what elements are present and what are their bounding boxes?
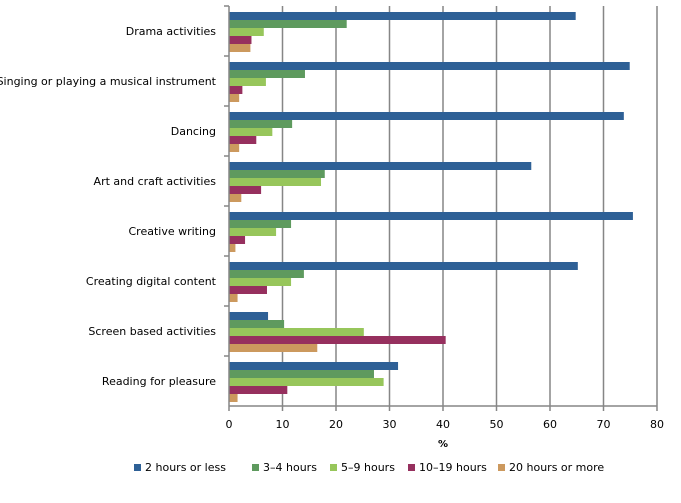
bar (229, 286, 267, 294)
bar (229, 370, 374, 378)
bar (229, 320, 285, 328)
category-label: Screen based activities (88, 325, 216, 338)
bar (229, 386, 288, 394)
bar (229, 78, 266, 86)
bar (229, 112, 624, 120)
bar (229, 178, 322, 186)
legend-swatch (498, 464, 505, 471)
bar (229, 12, 576, 20)
legend-label: 5–9 hours (341, 461, 395, 474)
legend-swatch (134, 464, 141, 471)
x-tick-labels: 0 10 20 30 40 50 60 70 80 (226, 418, 665, 431)
bar (229, 220, 292, 228)
x-tick-label: 50 (490, 418, 504, 431)
bar (229, 228, 277, 236)
bar (229, 28, 264, 36)
bar (229, 62, 630, 70)
bar (229, 20, 347, 28)
legend-label: 2 hours or less (145, 461, 226, 474)
legend-swatch (408, 464, 415, 471)
x-tick-label: 60 (543, 418, 557, 431)
x-tick-label: 40 (436, 418, 450, 431)
bar (229, 186, 262, 194)
bars (229, 12, 633, 402)
x-tick-label: 20 (329, 418, 343, 431)
bar (229, 294, 238, 302)
bar (229, 344, 318, 352)
category-labels: Drama activities Singing or playing a mus… (0, 25, 217, 388)
x-axis-label: % (438, 439, 448, 450)
bar (229, 136, 257, 144)
x-tick-label: 70 (597, 418, 611, 431)
bar (229, 244, 236, 252)
x-tick-label: 80 (650, 418, 664, 431)
legend-label: 3–4 hours (263, 461, 317, 474)
x-tick-label: 30 (383, 418, 397, 431)
legend-label: 10–19 hours (419, 461, 487, 474)
bar (229, 236, 246, 244)
bar (229, 86, 243, 94)
legend-label: 20 hours or more (509, 461, 604, 474)
bar (229, 36, 252, 44)
bar (229, 278, 292, 286)
gridlines (281, 6, 658, 406)
bar (229, 94, 240, 102)
bar (229, 44, 251, 52)
bar (229, 170, 325, 178)
x-tick-label: 10 (276, 418, 290, 431)
bar (229, 262, 578, 270)
category-label: Art and craft activities (94, 175, 217, 188)
bar (229, 144, 240, 152)
axes (224, 5, 658, 411)
category-label: Drama activities (126, 25, 217, 38)
x-tick-label: 0 (226, 418, 233, 431)
bar (229, 70, 305, 78)
legend: 2 hours or less 3–4 hours 5–9 hours 10–19 h… (134, 461, 604, 474)
bar (229, 128, 273, 136)
bar (229, 212, 633, 220)
legend-swatch (330, 464, 337, 471)
bar (229, 270, 304, 278)
legend-swatch (252, 464, 259, 471)
bar (229, 194, 242, 202)
category-label: Creating digital content (86, 275, 217, 288)
bar (229, 312, 269, 320)
bar (229, 362, 399, 370)
category-label: Dancing (171, 125, 216, 138)
bar (229, 162, 532, 170)
category-label: Singing or playing a musical instrument (0, 75, 217, 88)
bar (229, 328, 364, 336)
category-label: Creative writing (128, 225, 216, 238)
bar (229, 394, 238, 402)
category-label: Reading for pleasure (102, 375, 216, 388)
bar (229, 378, 384, 386)
bar (229, 336, 446, 344)
bar (229, 120, 293, 128)
